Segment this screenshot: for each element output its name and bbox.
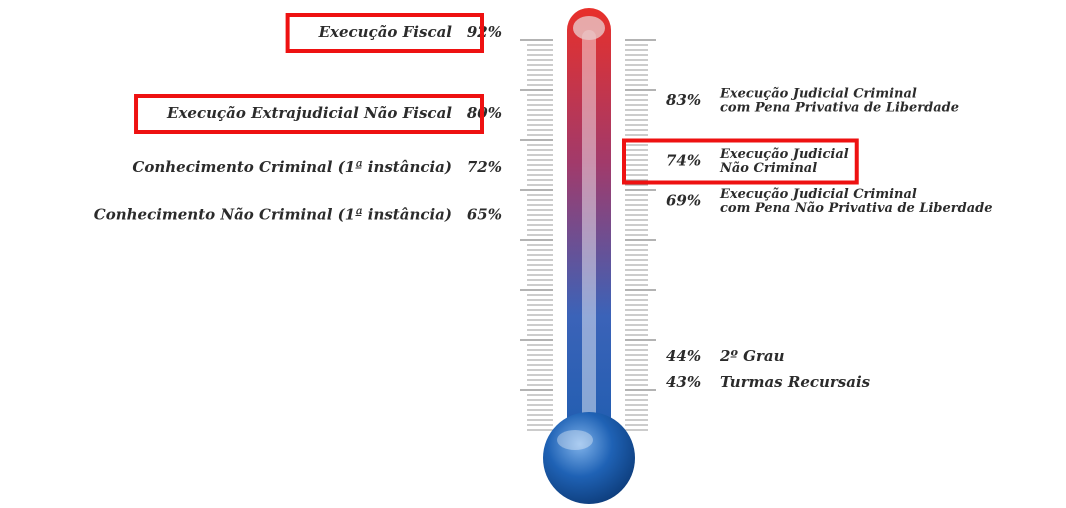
category-label: Execução Judicial Criminal	[719, 86, 917, 101]
category-label: Não Criminal	[719, 161, 817, 176]
chart: 92% Execução Fiscal 80% Execução Extrajudic…	[0, 0, 1066, 504]
category-label: com Pena Privativa de Liberdade	[720, 100, 959, 115]
value-label: 65%	[467, 205, 502, 223]
thermo-label: 72% Conhecimento Criminal (1ª instância)	[132, 158, 502, 176]
value-label: 43%	[666, 373, 701, 391]
category-label: com Pena Não Privativa de Liberdade	[720, 201, 993, 216]
thermo-label: 44% 2º Grau	[666, 347, 785, 365]
category-label: Execução Judicial	[719, 147, 849, 162]
category-label: Turmas Recursais	[720, 373, 871, 391]
bulb-shine	[557, 430, 593, 450]
tube-top	[573, 16, 605, 40]
category-label: 2º Grau	[719, 347, 785, 365]
thermo-label: 65% Conhecimento Não Criminal (1ª instânc…	[94, 205, 502, 223]
value-label: 44%	[666, 347, 701, 365]
value-label: 72%	[467, 158, 502, 176]
thermo-label: 92% Execução Fiscal	[288, 15, 502, 51]
thermometer-bulb	[543, 412, 635, 504]
category-label: Conhecimento Não Criminal (1ª instância)	[94, 205, 452, 223]
thermo-label: 43% Turmas Recursais	[666, 373, 871, 391]
tube-shine	[582, 30, 596, 430]
category-label: Conhecimento Criminal (1ª instância)	[132, 158, 452, 176]
category-label: Execução Extrajudicial Não Fiscal	[166, 104, 452, 122]
value-label: 92%	[467, 23, 502, 41]
thermo-label: 80% Execução Extrajudicial Não Fiscal	[136, 96, 502, 132]
value-label: 69%	[666, 192, 701, 210]
value-label: 80%	[467, 104, 502, 122]
category-label: Execução Judicial Criminal	[719, 187, 917, 202]
value-label: 83%	[666, 91, 701, 109]
category-label: Execução Fiscal	[318, 23, 453, 41]
value-label: 74%	[666, 152, 701, 170]
